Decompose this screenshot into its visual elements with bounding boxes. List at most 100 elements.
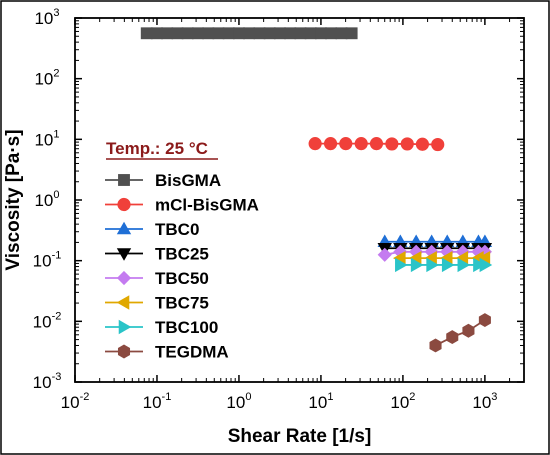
data-point bbox=[284, 27, 297, 40]
data-point bbox=[462, 323, 475, 338]
data-point bbox=[431, 137, 445, 152]
data-point bbox=[426, 257, 439, 273]
legend-label: TBC25 bbox=[155, 245, 209, 264]
x-tick-base: 10 bbox=[308, 393, 327, 412]
x-tick-label: 10-2 bbox=[61, 391, 90, 412]
x-tick-base: 10 bbox=[226, 393, 245, 412]
data-point bbox=[339, 137, 353, 151]
x-tick-exponent: 1 bbox=[327, 391, 333, 403]
data-point bbox=[243, 27, 256, 40]
data-point bbox=[212, 27, 225, 40]
legend-label: TBC100 bbox=[155, 318, 218, 337]
legend-item: TEGDMA bbox=[105, 343, 229, 362]
data-point bbox=[478, 313, 491, 328]
data-point bbox=[400, 137, 414, 151]
x-axis-title: Shear Rate [1/s] bbox=[228, 426, 372, 447]
legend-item: TBC100 bbox=[105, 318, 218, 337]
legend-item: mCl-BisGMA bbox=[105, 196, 259, 215]
legend-marker bbox=[117, 344, 131, 359]
data-point bbox=[429, 338, 442, 353]
legend-marker bbox=[118, 319, 132, 335]
data-point bbox=[304, 27, 317, 40]
legend-item: TBC25 bbox=[105, 245, 209, 264]
data-point bbox=[323, 137, 338, 151]
data-point bbox=[395, 257, 408, 273]
series-tbc75 bbox=[393, 250, 491, 266]
data-point bbox=[233, 27, 245, 40]
y-tick-label: 100 bbox=[34, 189, 59, 210]
y-tick-label: 103 bbox=[34, 7, 59, 28]
legend-marker bbox=[116, 270, 132, 286]
x-tick-base: 10 bbox=[143, 393, 162, 412]
y-tick-exponent: -2 bbox=[52, 310, 62, 322]
data-point bbox=[335, 27, 348, 40]
y-tick-base: 10 bbox=[34, 191, 53, 210]
series-tbc50 bbox=[377, 244, 492, 262]
data-point bbox=[273, 27, 286, 40]
legend-marker bbox=[116, 248, 132, 261]
y-tick-label: 101 bbox=[34, 128, 59, 149]
x-tick-exponent: 2 bbox=[409, 391, 415, 403]
legend: BisGMA mCl-BisGMA TBC0 TBC25 TBC50 TBC75 TBC10… bbox=[105, 171, 259, 362]
data-point bbox=[385, 137, 399, 151]
data-point bbox=[325, 27, 338, 40]
legend-label: TBC0 bbox=[155, 220, 199, 239]
series-tbc100 bbox=[395, 257, 493, 273]
y-tick-base: 10 bbox=[33, 312, 52, 331]
series-mcl-bisgma bbox=[308, 137, 445, 152]
x-tick-label: 102 bbox=[390, 391, 415, 412]
y-tick-exponent: -3 bbox=[52, 371, 62, 383]
legend-item: TBC50 bbox=[105, 269, 209, 288]
legend-label: TBC75 bbox=[155, 294, 209, 313]
data-point bbox=[479, 257, 493, 273]
y-tick-base: 10 bbox=[34, 130, 53, 149]
x-tick-label: 100 bbox=[226, 391, 251, 412]
y-tick-exponent: 3 bbox=[53, 7, 59, 19]
y-tick-label: 10-3 bbox=[33, 371, 62, 392]
data-point bbox=[181, 27, 194, 40]
x-tick-exponent: -1 bbox=[162, 391, 172, 403]
x-tick-label: 103 bbox=[472, 391, 497, 412]
legend-item: BisGMA bbox=[105, 171, 221, 190]
data-point bbox=[446, 330, 459, 345]
data-point bbox=[354, 137, 368, 151]
data-point bbox=[202, 27, 215, 40]
x-tick-base: 10 bbox=[61, 393, 80, 412]
data-point bbox=[161, 27, 174, 40]
y-tick-base: 10 bbox=[34, 70, 53, 89]
legend-marker bbox=[118, 174, 130, 186]
x-tick-label: 10-1 bbox=[143, 391, 172, 412]
y-tick-exponent: 0 bbox=[53, 189, 59, 201]
ticks-layer: 10-2 10-1 100 101 102 10310-310-210-110010110… bbox=[33, 7, 525, 412]
y-tick-label: 102 bbox=[34, 68, 59, 89]
legend-marker bbox=[116, 295, 130, 310]
data-point bbox=[308, 137, 322, 151]
y-tick-base: 10 bbox=[33, 373, 52, 392]
data-point bbox=[315, 27, 327, 40]
data-point bbox=[294, 27, 307, 40]
y-axis-title: Viscosity [Pa·s] bbox=[3, 129, 24, 270]
y-tick-base: 10 bbox=[34, 9, 53, 28]
data-point bbox=[457, 257, 471, 273]
series-bisgma bbox=[140, 27, 358, 40]
x-tick-exponent: 3 bbox=[491, 391, 497, 403]
legend-item: TBC75 bbox=[105, 294, 209, 313]
data-point bbox=[171, 27, 184, 40]
data-point bbox=[415, 137, 429, 151]
y-tick-exponent: 2 bbox=[53, 68, 59, 80]
y-tick-base: 10 bbox=[33, 252, 52, 271]
legend-item: TBC0 bbox=[105, 220, 199, 239]
data-point bbox=[410, 257, 424, 273]
temperature-annotation: Temp.: 25 °C bbox=[106, 139, 208, 158]
series-line bbox=[435, 319, 486, 347]
series-tegdma bbox=[429, 313, 491, 353]
data-point bbox=[263, 27, 276, 40]
x-tick-exponent: 0 bbox=[245, 391, 251, 403]
legend-marker bbox=[117, 197, 131, 212]
data-point bbox=[192, 27, 204, 40]
y-tick-exponent: -1 bbox=[52, 250, 62, 262]
data-point bbox=[253, 27, 266, 40]
